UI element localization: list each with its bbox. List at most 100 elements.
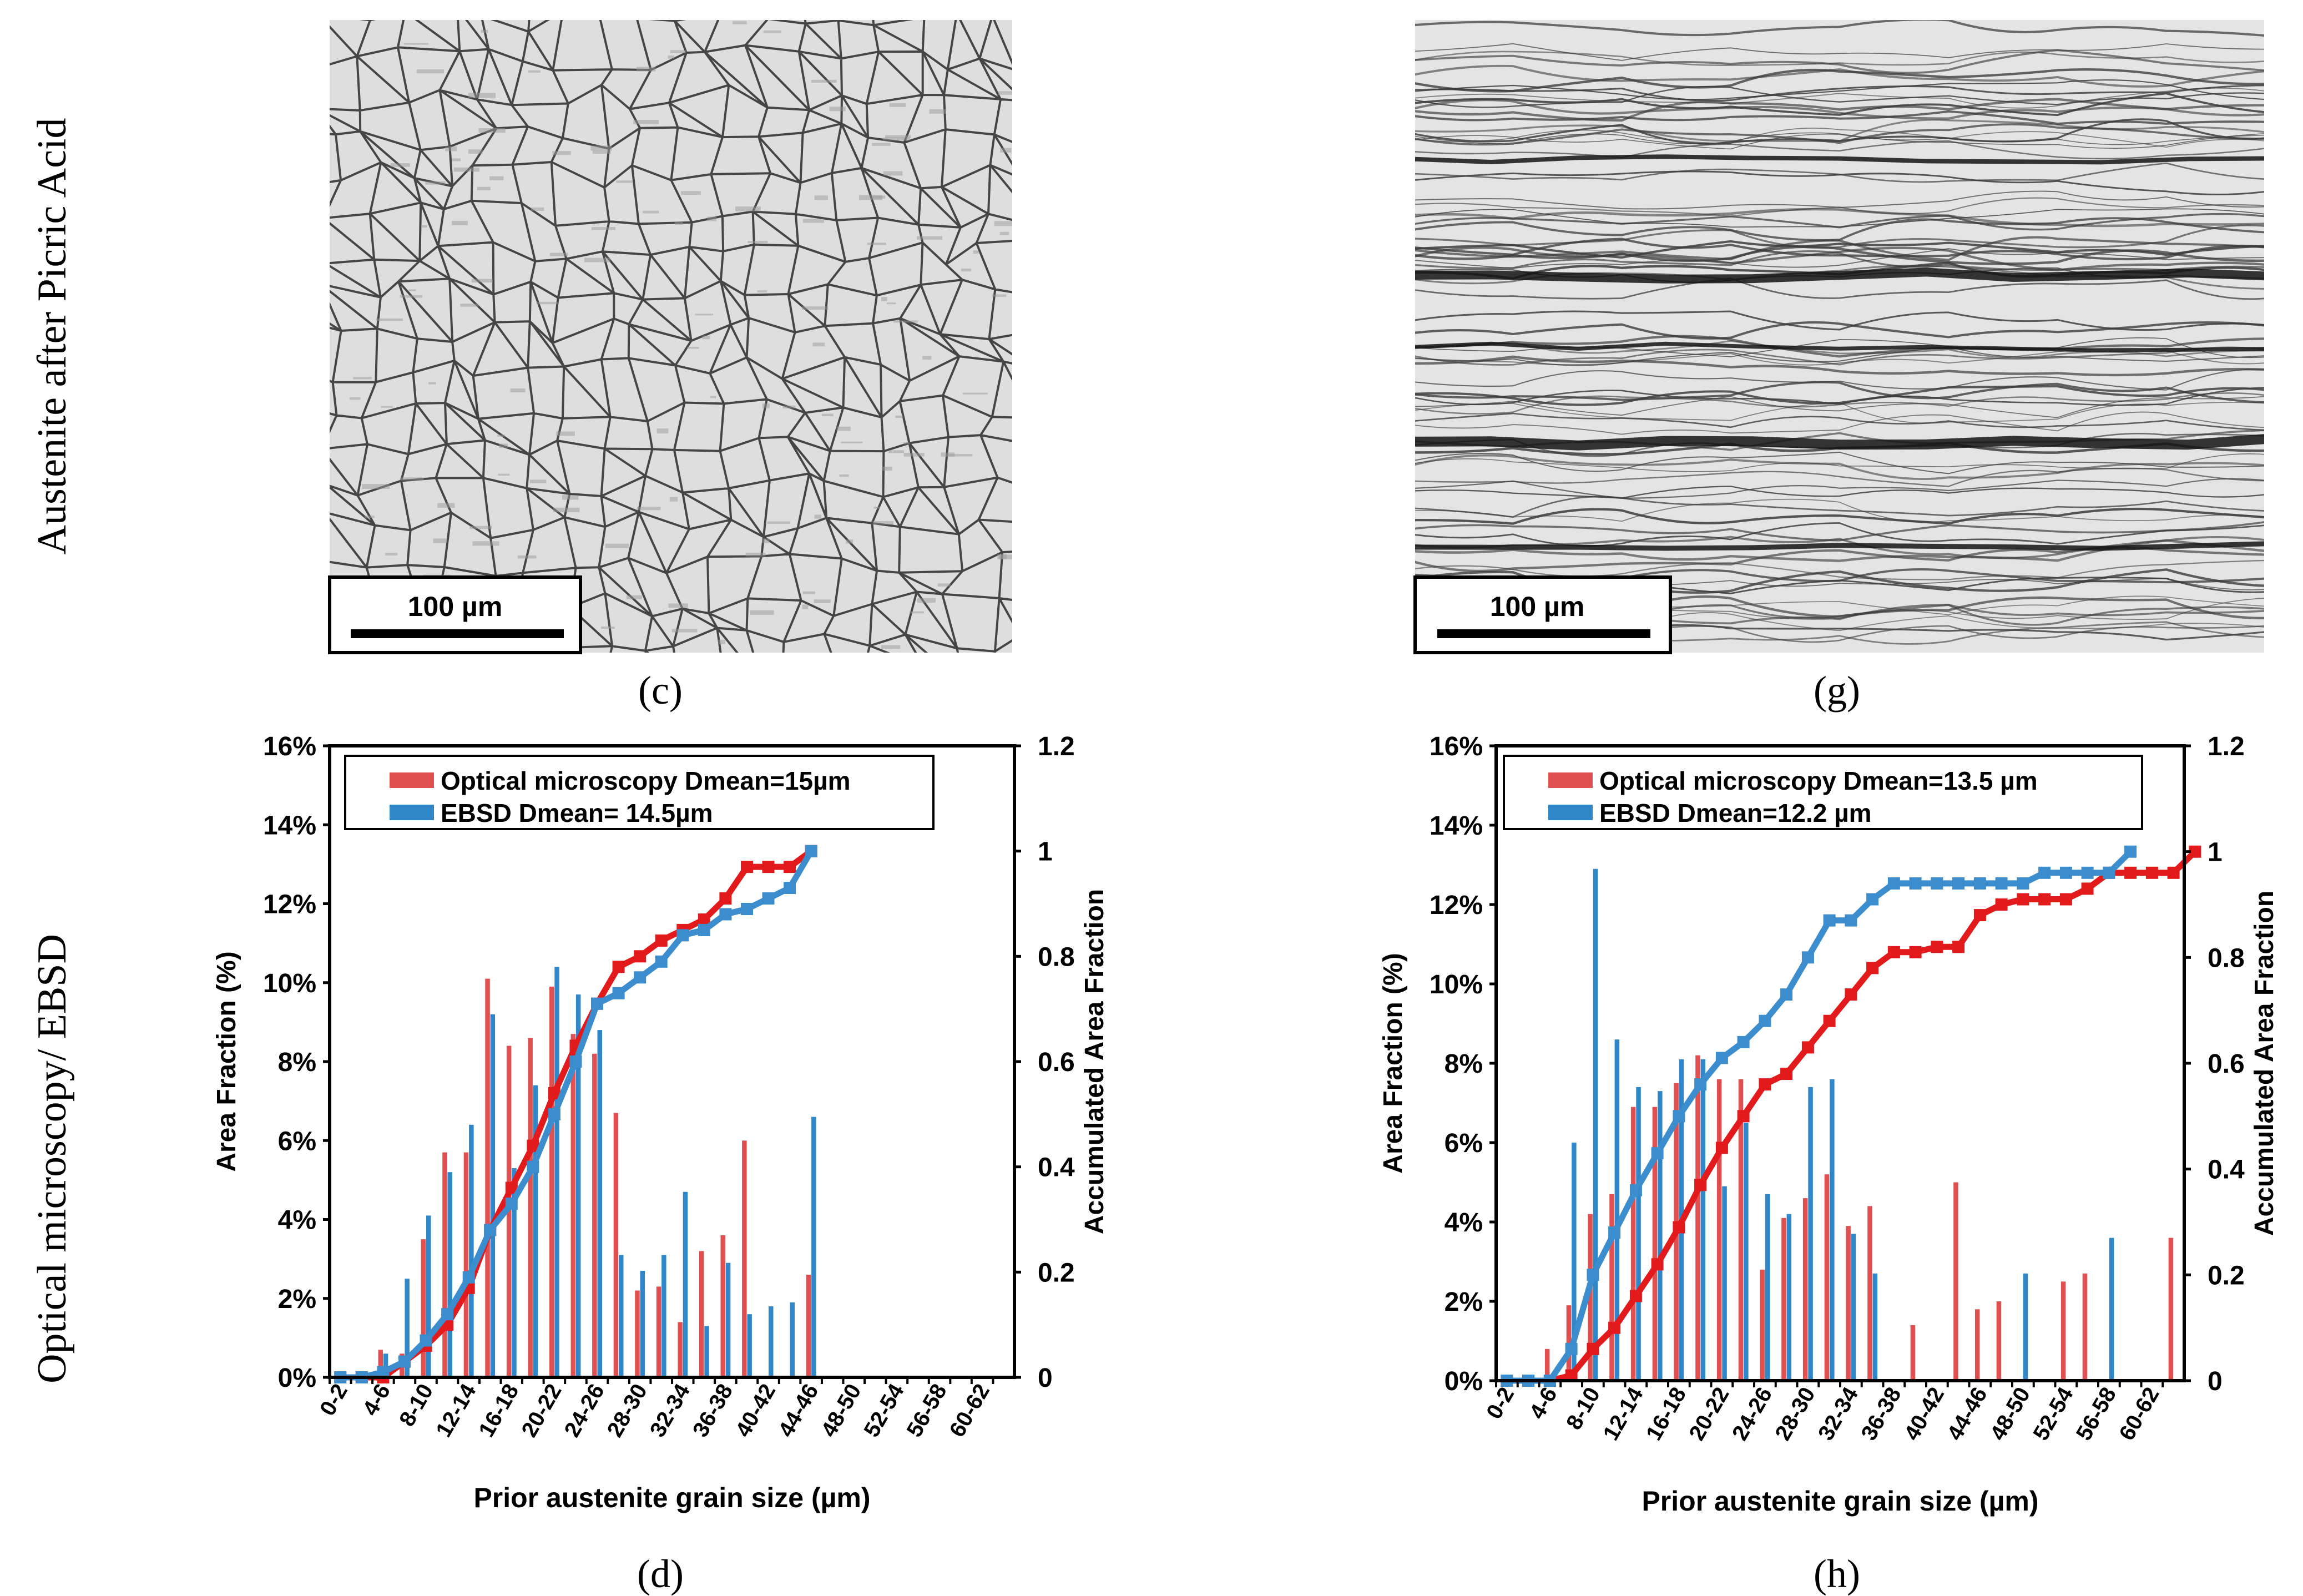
chart-h-point-ebsd-6 [1629,1184,1642,1196]
chart-d-bar-optical-4-6 [378,1350,383,1377]
chart-h-bar-ebsd-56-58 [2109,1238,2114,1381]
chart-h-bar-ebsd-12-14 [1636,1087,1641,1381]
chart-h-point-ebsd-25 [2038,866,2051,879]
chart-d-y-axis-title: Area Fraction (%) [212,951,241,1171]
chart-h-point-optical-13 [1780,1068,1793,1080]
chart-d-point-optical-18 [719,892,732,905]
chart-h-bar-ebsd-14-16 [1658,1091,1663,1381]
chart-d-bar-ebsd-14-16 [490,1014,496,1377]
chart-h-xtick-16-18: 16-18 [1642,1383,1691,1445]
chart-h-bar-ebsd-24-26 [1765,1194,1770,1381]
chart-d-point-optical-19 [741,861,753,873]
chart-d-bar-optical-34-36 [699,1251,704,1377]
chart-d-bar-optical-26-28 [613,1113,619,1377]
chart-d-ytick: 12% [263,890,316,920]
chart-d-bar-ebsd-4-6 [383,1353,388,1377]
chart-h-point-ebsd-12 [1759,1014,1771,1027]
chart-d-xtick-32-34: 32-34 [645,1380,695,1441]
chart-d-legend: Optical microscopy Dmean=15µm EBSD Dmean=… [344,755,935,830]
chart-h-point-optical-21 [1952,941,1965,953]
chart-h-point-ebsd-15 [1823,914,1836,927]
chart-h-point-ebsd-16 [1845,914,1857,927]
chart-d-point-ebsd-15 [655,955,668,968]
chart-d-xtick-36-38: 36-38 [688,1380,738,1442]
chart-d-bar-ebsd-6-8 [405,1279,410,1377]
chart-d-point-optical-14 [634,950,647,963]
chart-d-bar-optical-36-38 [720,1235,725,1377]
chart-d-xtick-20-22: 20-22 [517,1380,566,1442]
chart-h-point-ebsd-8 [1673,1110,1685,1123]
chart-h-point-ebsd-14 [1801,951,1814,964]
chart-h-point-optical-18 [1887,946,1900,958]
chart-h-y2-axis-title: Accumulated Area Fraction [2250,891,2279,1236]
chart-h-xtick-24-26: 24-26 [1728,1383,1777,1445]
chart-h-bar-ebsd-34-36 [1872,1273,1878,1381]
chart-d-xtick-8-10: 8-10 [395,1380,438,1431]
chart-d-plot-frame [328,744,1016,1379]
chart-h-ytick: 6% [1445,1129,1483,1158]
chart-d-bar-ebsd-34-36 [704,1326,709,1377]
chart-d-bar-ebsd-36-38 [725,1262,731,1377]
chart-h-ytick: 16% [1430,732,1483,761]
chart-h-x-axis-title: Prior austenite grain size (µm) [1642,1486,2038,1517]
chart-d-bar-ebsd-32-34 [683,1191,688,1377]
chart-d-xtick-40-42: 40-42 [731,1380,780,1442]
chart-d-xtick-12-14: 12-14 [431,1380,481,1441]
chart-h-point-optical-17 [1866,962,1879,974]
chart-h-xtick-4-6: 4-6 [1525,1383,1562,1423]
chart-h-bar-ebsd-26-28 [1786,1214,1792,1381]
chart-d-point-ebsd-17 [698,923,710,936]
chart-h-xtick-36-38: 36-38 [1856,1383,1906,1445]
scale-bar-box-g [1413,575,1672,654]
chart-d-xtick-52-54: 52-54 [859,1380,909,1441]
chart-h-point-optical-16 [1845,988,1857,1001]
chart-d-point-optical-13 [612,961,625,973]
chart-d-y2tick: 0.4 [1038,1153,1075,1183]
chart-d-bar-ebsd-22-24 [575,994,581,1377]
row-label-austenite: Austenite after Picric Acid [29,118,75,554]
chart-d-point-ebsd-14 [634,971,647,984]
chart-d-ytick: 4% [278,1206,316,1235]
chart-h-point-ebsd-26 [2059,866,2072,879]
chart-h-point-ebsd-7 [1651,1147,1664,1160]
chart-d-xtick-4-6: 4-6 [358,1380,395,1420]
chart-d-xtick-44-46: 44-46 [774,1380,823,1442]
chart-h-xtick-48-50: 48-50 [1986,1383,2035,1445]
chart-h-xtick-0-2: 0-2 [1482,1383,1519,1423]
scale-bar-c [351,629,564,638]
chart-h-bar-ebsd-10-12 [1614,1039,1620,1381]
chart-d-bar-ebsd-10-12 [447,1172,452,1377]
chart-h-point-optical-5 [1608,1321,1621,1334]
chart-h-point-ebsd-20 [1931,877,1943,890]
chart-d-point-optical-8 [505,1181,518,1194]
chart-h-legend-swatch-1 [1548,805,1593,820]
chart-d-bar-ebsd-18-20 [533,1085,538,1377]
chart-d-legend-swatch-1 [390,805,434,820]
chart-d-point-ebsd-19 [741,903,753,915]
chart-d-bar-ebsd-20-22 [554,967,559,1377]
chart-h-point-ebsd-3 [1565,1342,1578,1355]
chart-h-xtick-56-58: 56-58 [2072,1383,2121,1445]
chart-h-bar-ebsd-28-30 [1808,1087,1813,1381]
chart-h-ytick: 14% [1430,811,1483,841]
chart-h-point-optical-7 [1651,1258,1664,1271]
chart-d-xtick-0-2: 0-2 [315,1380,352,1420]
chart-d-bar-ebsd-44-46 [811,1117,816,1377]
chart-h-bar-optical-62-64 [2168,1238,2174,1381]
scale-bar-label-g: 100 µm [1490,591,1585,622]
chart-h-ytick: 0% [1445,1367,1483,1396]
chart-d-point-optical-17 [698,913,710,926]
chart-d-point-ebsd-8 [505,1198,518,1210]
chart-d-point-ebsd-7 [484,1224,497,1236]
chart-d-point-ebsd-10 [548,1108,560,1120]
chart-d-bar-optical-12-14 [463,1152,469,1377]
chart-d-point-ebsd-4 [420,1334,432,1347]
chart-d-y2tick: 1 [1038,837,1053,867]
chart-d-point-ebsd-9 [527,1160,539,1173]
chart-h-bar-optical-46-48 [1996,1301,2002,1381]
chart-h-point-optical-31 [2167,866,2180,879]
chart-d-ytick: 0% [278,1363,316,1393]
chart-h-point-optical-32 [2189,845,2201,858]
chart-h-xtick-40-42: 40-42 [1900,1383,1949,1445]
chart-h-bar-optical-10-12 [1609,1194,1614,1381]
